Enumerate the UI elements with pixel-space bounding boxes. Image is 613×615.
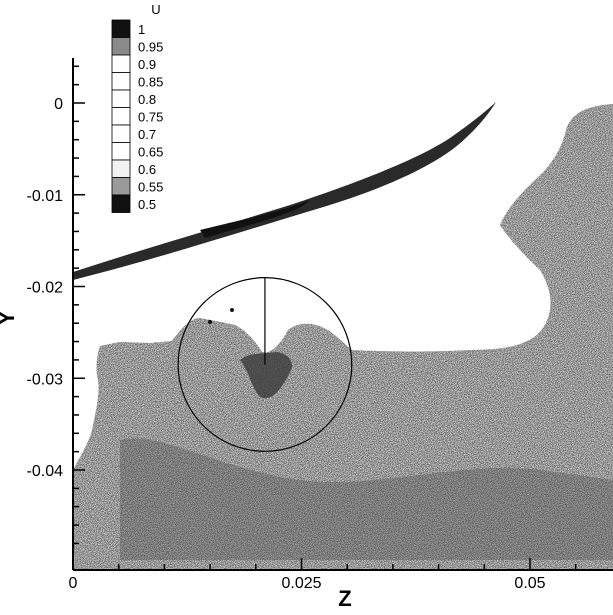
legend-label: 0.7	[138, 127, 156, 142]
contour-shear-layer	[73, 102, 496, 280]
contour-shear-layer-edge	[200, 200, 310, 238]
y-tick-label: 0	[54, 96, 63, 113]
y-tick-label: -0.02	[27, 280, 64, 297]
legend-swatch	[111, 54, 131, 73]
legend-label: 0.5	[138, 197, 156, 212]
contour-core-patch	[240, 352, 293, 399]
contour-region-lower	[73, 104, 613, 570]
legend-swatch	[111, 142, 131, 161]
circle-overlay	[177, 277, 353, 452]
probe-circle	[177, 277, 353, 452]
x-tick-label: 0.05	[514, 575, 545, 592]
legend-label: 0.85	[138, 74, 163, 89]
legend-swatch	[111, 159, 131, 178]
legend-swatch	[111, 124, 131, 143]
legend-swatch	[111, 19, 131, 38]
legend-label: 0.65	[138, 144, 163, 159]
legend-swatch	[111, 107, 131, 126]
axes: 0 -0.01 -0.02 -0.03 -0.04 0 0.025 0.05	[27, 58, 613, 592]
y-axis-label: Y	[0, 310, 19, 325]
legend-swatch	[111, 89, 131, 108]
contour-core-patch	[120, 438, 613, 560]
probe-mark	[230, 308, 234, 312]
legend-swatch	[111, 37, 131, 56]
legend-label: 0.9	[138, 57, 156, 72]
legend-swatch	[111, 177, 131, 196]
x-tick-label: 0.025	[281, 575, 321, 592]
legend-label: 0.6	[138, 162, 156, 177]
legend-title: U	[151, 2, 160, 17]
probe-mark	[208, 320, 212, 324]
y-tick-label: -0.04	[27, 463, 64, 480]
x-tick-label: 0	[69, 575, 78, 592]
legend-label: 0.95	[138, 39, 163, 54]
legend-swatch	[111, 72, 131, 91]
legend-label: 1	[138, 22, 145, 37]
legend-swatch	[111, 194, 131, 213]
legend-label: 0.8	[138, 92, 156, 107]
x-axis-label: Z	[338, 586, 351, 610]
y-tick-label: -0.01	[27, 188, 64, 205]
legend-label: 0.75	[138, 109, 163, 124]
legend: U1 0.95 0.9 0.85 0.8 0.75 0.7 0.65 0.6 0.55 0.5	[111, 2, 163, 213]
y-tick-label: -0.03	[27, 371, 64, 388]
legend-label: 0.55	[138, 179, 163, 194]
